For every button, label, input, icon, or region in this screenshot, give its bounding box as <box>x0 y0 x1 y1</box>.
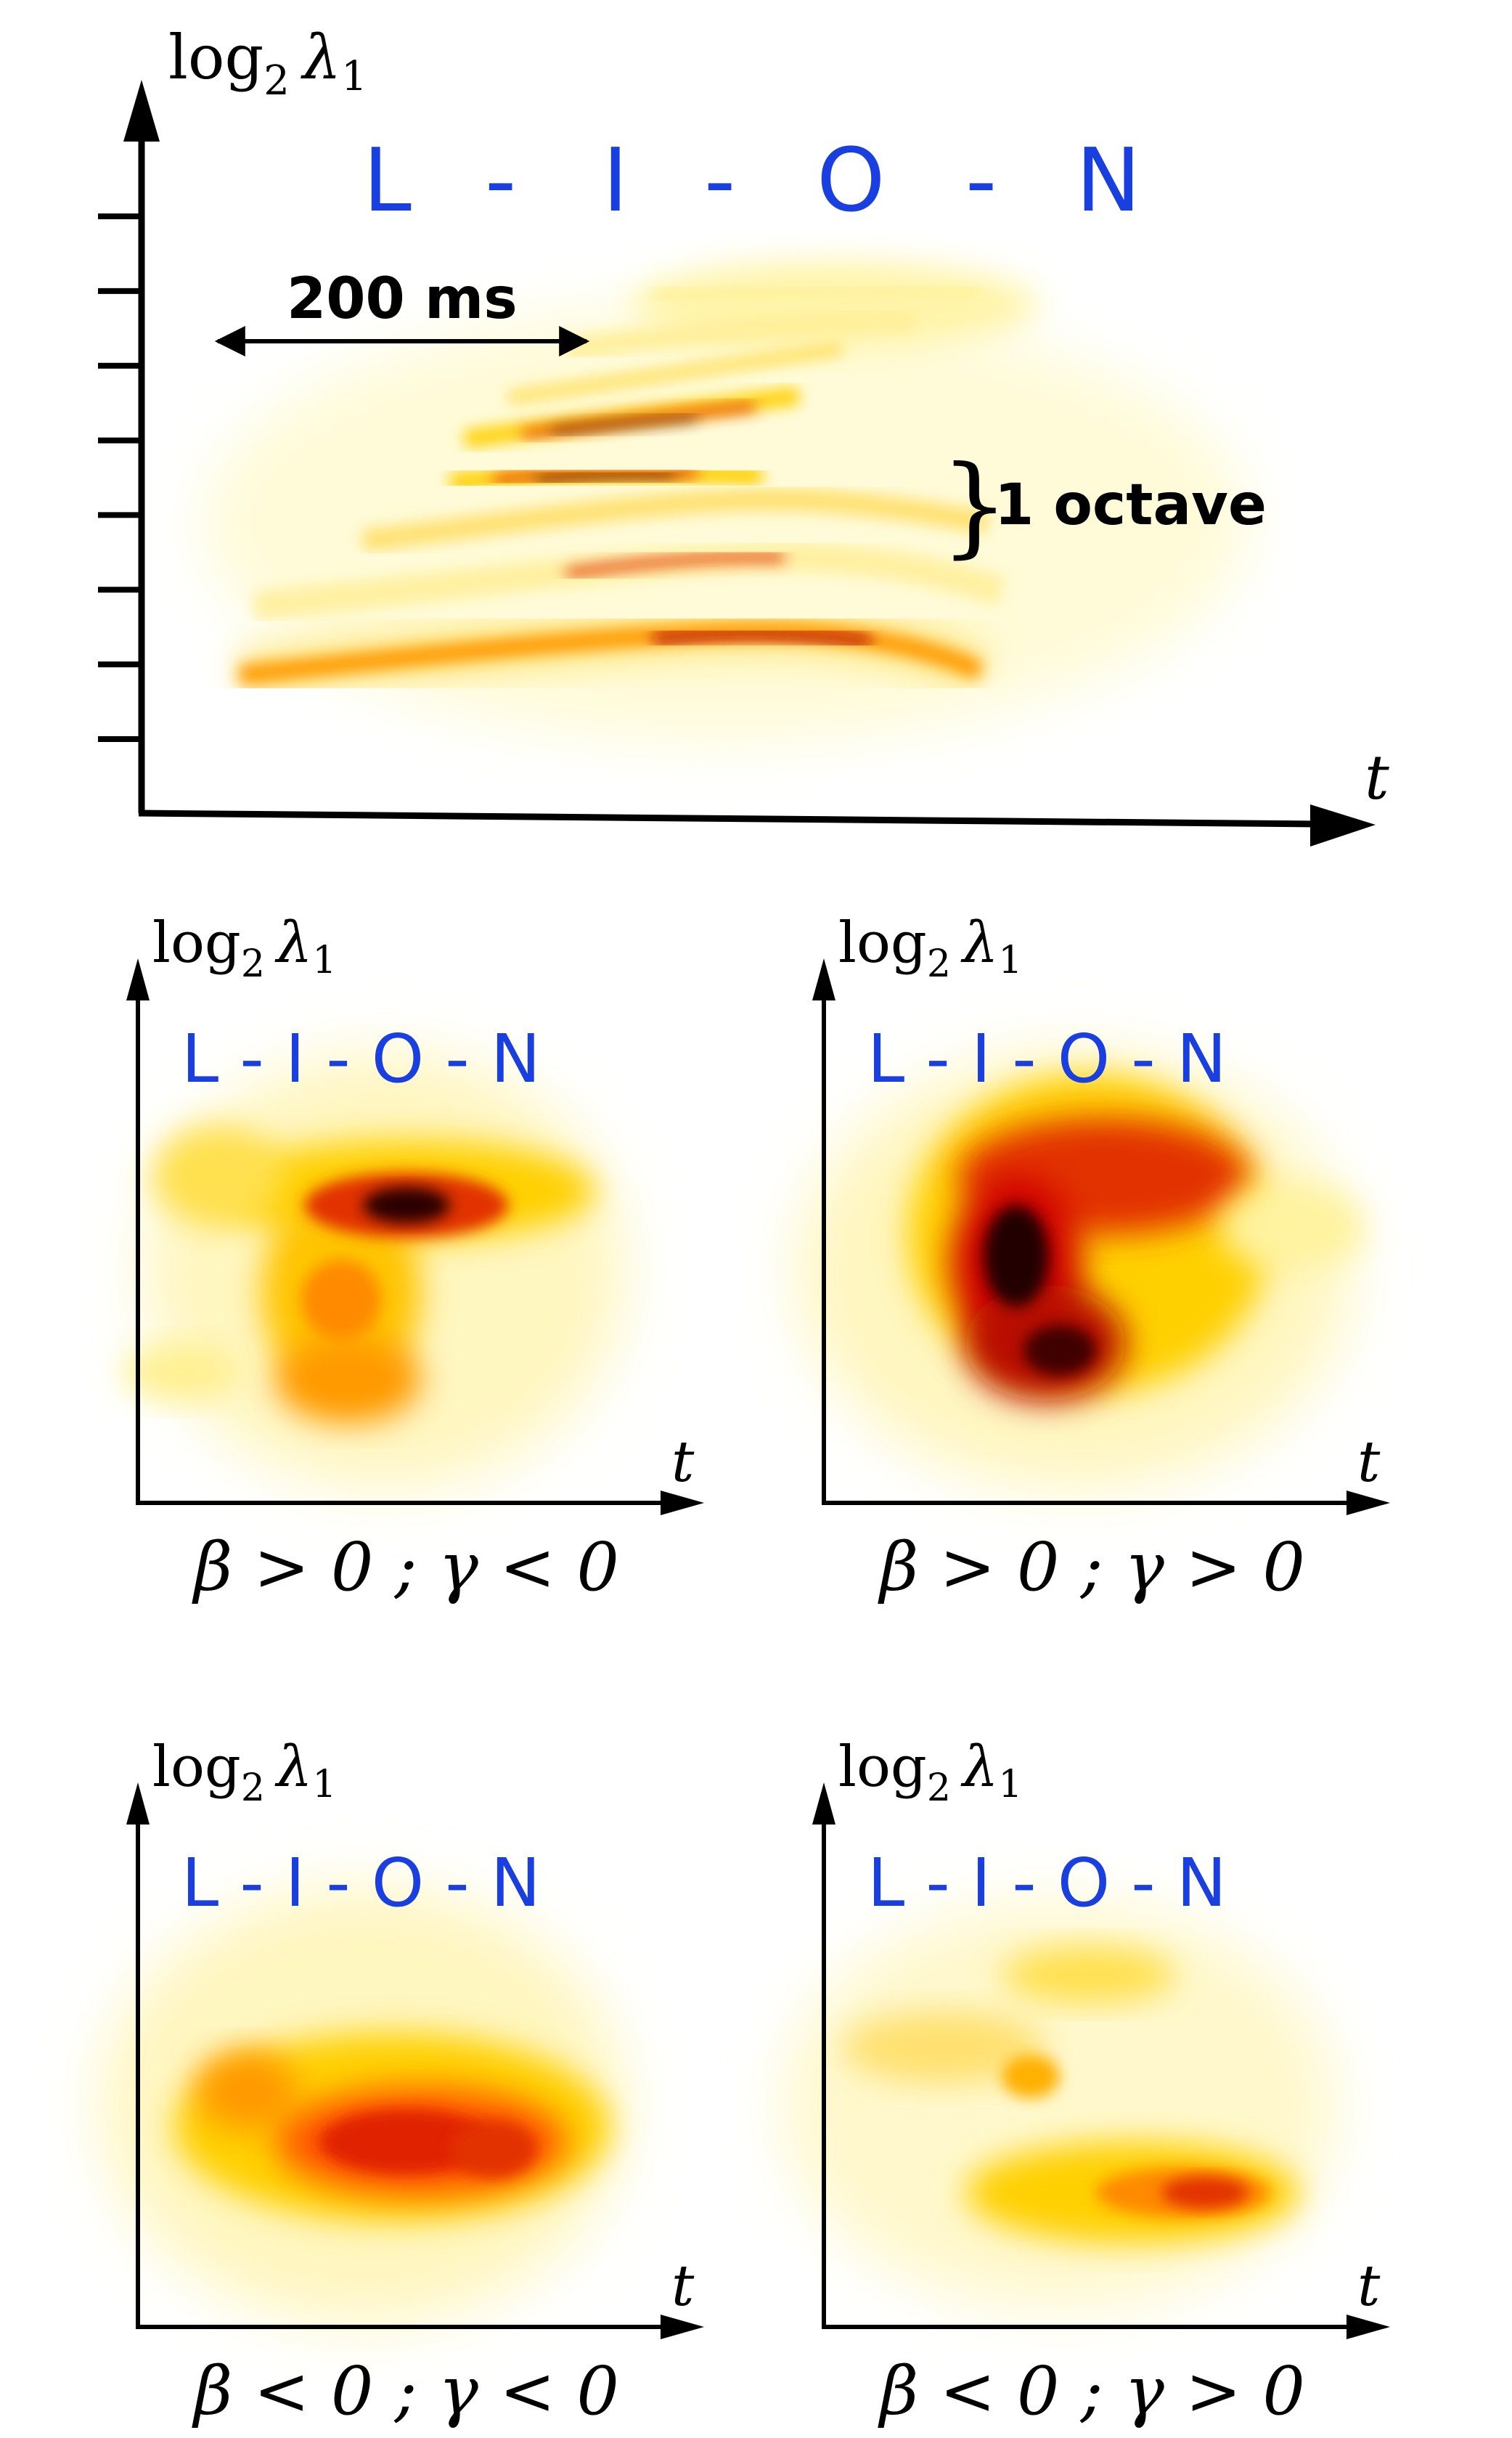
sub-panel-frames: log2 λ1 t L - I - O - N β > 0 ; γ < 0 log2 λ1 t… <box>126 910 1390 2430</box>
word-letter: N <box>1076 131 1141 232</box>
sub-panel-4-frame: log2 λ1 t L - I - O - N β < 0 ; γ > 0 <box>812 1734 1390 2430</box>
sub-y-axis-label: log2 λ1 <box>152 1734 336 1810</box>
octave-annotation: } 1 octave <box>940 443 1267 569</box>
sub-y-axis-label: log2 λ1 <box>152 910 336 986</box>
sub-panel-1-heatmap <box>123 1053 624 1488</box>
word-letter: - <box>965 131 997 232</box>
main-panel: log2 λ1 t L - I - O - N 200 ms } 1 octave <box>98 22 1389 847</box>
duration-label: 200 ms <box>287 266 518 332</box>
sub-x-arrowhead <box>661 2315 704 2339</box>
sub-word: L - I - O - N <box>867 1020 1227 1098</box>
sub-y-arrowhead <box>126 958 150 1000</box>
sub-x-arrowhead <box>1347 2315 1390 2339</box>
sub-panel-3 <box>102 1888 624 2323</box>
word-letter: L <box>363 131 412 232</box>
sub-x-axis-label: t <box>1357 1430 1381 1495</box>
sub-x-axis-label: t <box>671 1430 695 1495</box>
sub-y-arrowhead <box>126 1782 150 1825</box>
sub-y-axis-label: log2 λ1 <box>838 1734 1022 1810</box>
sub-x-axis-label: t <box>1357 2254 1381 2319</box>
main-y-ticks <box>98 213 142 742</box>
sub-caption: β > 0 ; γ < 0 <box>192 1528 619 1606</box>
sub-panel-3-frame: log2 λ1 t L - I - O - N β < 0 ; γ < 0 <box>126 1734 704 2430</box>
sub-panel-2-frame: log2 λ1 t L - I - O - N β > 0 ; γ > 0 <box>812 910 1390 1606</box>
sub-panel-2 <box>798 1053 1365 1488</box>
sub-panel-4-heatmap <box>784 1902 1336 2309</box>
octave-brace: } <box>940 443 1009 569</box>
main-spectrogram <box>203 261 1249 741</box>
sub-word: L - I - O - N <box>181 1844 541 1922</box>
sub-panel-4 <box>784 1902 1336 2309</box>
main-y-axis-label: log2 λ1 <box>168 22 367 105</box>
sub-panel-1-frame: log2 λ1 t L - I - O - N β > 0 ; γ < 0 <box>126 910 704 1606</box>
word-letter: - <box>485 131 516 232</box>
main-y-arrowhead <box>123 80 160 142</box>
word-letter: O <box>817 131 885 232</box>
sub-word: L - I - O - N <box>867 1844 1227 1922</box>
sub-panel-3-heatmap <box>102 1888 624 2323</box>
word-letter: - <box>704 131 735 232</box>
octave-label: 1 octave <box>994 473 1267 538</box>
sub-caption: β < 0 ; γ > 0 <box>878 2352 1305 2430</box>
sub-panel-2-heatmap <box>798 1053 1365 1488</box>
sub-word: L - I - O - N <box>181 1020 541 1098</box>
sub-y-arrowhead <box>812 1782 835 1825</box>
duration-annotation: 200 ms <box>214 266 590 356</box>
sub-x-arrowhead <box>1347 1491 1390 1515</box>
sub-x-arrowhead <box>661 1491 704 1515</box>
sub-y-arrowhead <box>812 958 835 1000</box>
main-x-arrowhead <box>1310 804 1376 847</box>
word-letter: I <box>602 131 628 232</box>
sub-caption: β < 0 ; γ < 0 <box>192 2352 619 2430</box>
sub-x-axis-label: t <box>671 2254 695 2319</box>
sub-panel-1 <box>123 1053 624 1488</box>
main-word: L - I - O - N <box>363 131 1141 232</box>
main-x-axis-label: t <box>1365 742 1389 813</box>
main-x-axis <box>138 810 1318 828</box>
sub-caption: β > 0 ; γ > 0 <box>878 1528 1305 1606</box>
sub-y-axis-label: log2 λ1 <box>838 910 1022 986</box>
